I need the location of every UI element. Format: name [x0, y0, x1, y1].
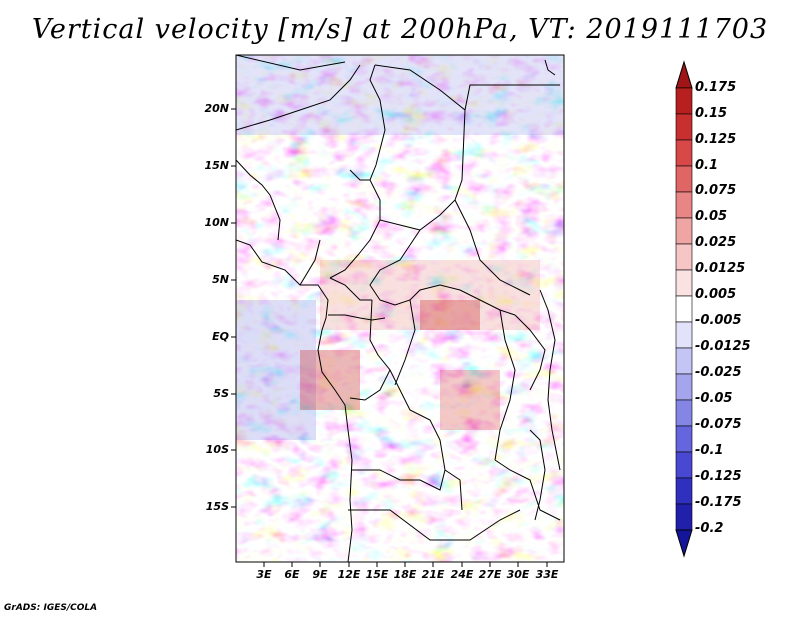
lon-label-12e: 12E	[337, 568, 361, 581]
colorbar-swatch	[675, 373, 693, 401]
lon-label-21e: 21E	[421, 568, 445, 581]
colorbar-bottom-arrow	[675, 529, 693, 558]
colorbar-label: -0.0125	[695, 339, 751, 354]
footer-credit: GrADS: IGES/COLA	[4, 603, 98, 613]
lon-ticks	[263, 562, 548, 567]
lon-label-18e: 18E	[393, 568, 417, 581]
lat-label-eq: EQ	[212, 330, 229, 343]
colorbar-label: 0.175	[695, 80, 737, 95]
map-frame	[235, 54, 565, 563]
colorbar-swatch	[675, 165, 693, 193]
colorbar-label: -0.025	[695, 365, 742, 380]
lon-label-3e: 3E	[256, 568, 272, 581]
colorbar-swatch	[675, 87, 693, 115]
lat-label-15n: 15N	[204, 159, 229, 172]
colorbar-label: 0.0125	[695, 261, 746, 276]
colorbar-label: -0.075	[695, 417, 742, 432]
lat-label-5n: 5N	[212, 273, 229, 286]
colorbar-label: 0.005	[695, 287, 737, 302]
colorbar-label: -0.1	[695, 443, 724, 458]
colorbar-label: 0.125	[695, 132, 737, 147]
lon-label-27e: 27E	[478, 568, 502, 581]
colorbar-swatch	[675, 243, 693, 271]
colorbar-swatch	[675, 321, 693, 349]
lon-label-9e: 9E	[312, 568, 328, 581]
colorbar-swatch	[675, 347, 693, 375]
lat-ticks	[231, 108, 236, 508]
velocity-field	[236, 55, 564, 562]
colorbar-swatch	[675, 113, 693, 141]
colorbar-label: 0.1	[695, 158, 719, 173]
country-borders	[236, 55, 561, 562]
colorbar-label: 0.025	[695, 235, 737, 250]
colorbar-label: -0.175	[695, 495, 742, 510]
colorbar	[675, 60, 693, 558]
lat-label-5s: 5S	[213, 387, 229, 400]
colorbar-swatch	[675, 139, 693, 167]
lon-label-6e: 6E	[284, 568, 300, 581]
colorbar-swatch	[675, 295, 693, 323]
colorbar-swatch	[675, 425, 693, 453]
colorbar-swatch	[675, 451, 693, 479]
colorbar-top-arrow	[675, 60, 693, 89]
lat-label-10s: 10S	[205, 443, 229, 456]
chart-title: Vertical velocity [m/s] at 200hPa, VT: 2…	[31, 14, 769, 45]
colorbar-label: -0.005	[695, 313, 742, 328]
lat-label-15s: 15S	[205, 500, 229, 513]
lat-label-10n: 10N	[204, 216, 229, 229]
colorbar-label: -0.2	[695, 521, 724, 536]
colorbar-label: 0.05	[695, 209, 728, 224]
colorbar-swatch	[675, 399, 693, 427]
colorbar-label: 0.075	[695, 183, 737, 198]
lon-label-30e: 30E	[506, 568, 530, 581]
colorbar-swatch	[675, 477, 693, 505]
colorbar-swatch	[675, 191, 693, 219]
colorbar-label: -0.05	[695, 391, 733, 406]
lon-label-15e: 15E	[365, 568, 389, 581]
colorbar-swatch	[675, 503, 693, 531]
lon-label-24e: 24E	[450, 568, 474, 581]
colorbar-swatch	[675, 217, 693, 245]
lon-label-33e: 33E	[535, 568, 559, 581]
lat-label-20n: 20N	[204, 102, 229, 115]
colorbar-swatch	[675, 269, 693, 297]
colorbar-label: -0.125	[695, 469, 742, 484]
colorbar-label: 0.15	[695, 106, 728, 121]
